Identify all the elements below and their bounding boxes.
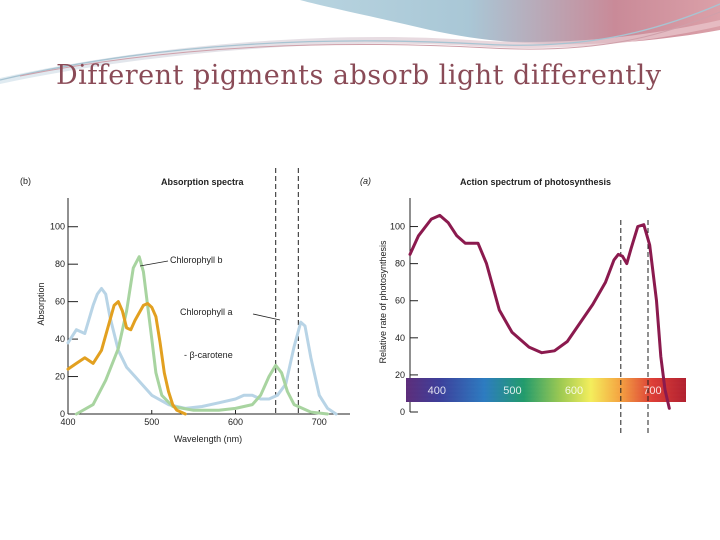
x-tick-label-400: 400 <box>60 417 75 427</box>
y-tick-label-40: 40 <box>395 333 405 343</box>
y-tick-label-100: 100 <box>50 222 65 232</box>
y-tick-label-20: 20 <box>55 372 65 382</box>
label-chlorophyll-b: Chlorophyll b <box>170 255 223 265</box>
series-line-action-spectrum <box>408 213 671 410</box>
x-tick-label-500: 500 <box>144 417 159 427</box>
y-tick-label-0: 0 <box>60 409 65 419</box>
y-tick-label-60: 60 <box>395 296 405 306</box>
chart-title: Absorption spectra <box>161 177 245 187</box>
y-axis-label: Absorption <box>36 282 46 325</box>
panel-label: (a) <box>360 176 371 186</box>
header-decoration <box>0 0 720 84</box>
chart-title: Action spectrum of photosynthesis <box>460 177 611 187</box>
y-tick-label-80: 80 <box>55 259 65 269</box>
y-tick-label-0: 0 <box>400 407 405 417</box>
y-tick-label-60: 60 <box>55 297 65 307</box>
header-line-1 <box>0 3 720 81</box>
action-spectrum-chart: (a) Action spectrum of photosynthesis Rela… <box>360 176 686 434</box>
slide-title: Different pigments absorb light differen… <box>56 60 662 91</box>
series-line-carotene <box>66 300 187 416</box>
spectrum-label-500: 500 <box>503 385 521 397</box>
x-tick-label-600: 600 <box>228 417 243 427</box>
chl-b-leader <box>139 260 169 267</box>
absorption-spectra-panel: (b) Absorption spectra Absorption Wavelengt… <box>18 168 350 444</box>
series-line-chlorophyll-a <box>66 287 338 416</box>
x-axis-label: Wavelength (nm) <box>174 434 242 444</box>
visible-spectrum-band <box>406 378 686 402</box>
y-tick-label-100: 100 <box>390 222 405 232</box>
spectrum-label-700: 700 <box>643 385 661 397</box>
header-line-2 <box>19 11 720 77</box>
header-swoosh-main <box>300 0 720 45</box>
label-beta-carotene: - β-carotene <box>184 350 233 360</box>
label-chlorophyll-a: Chlorophyll a <box>180 307 233 317</box>
spectrum-label-600: 600 <box>565 385 583 397</box>
absorption-spectra-chart: (b) Absorption spectra Absorption Wavelengt… <box>20 168 350 444</box>
action-spectrum-panel: (a) Action spectrum of photosynthesis Rela… <box>360 168 688 436</box>
y-tick-label-80: 80 <box>395 259 405 269</box>
panel-label: (b) <box>20 176 31 186</box>
y-tick-label-40: 40 <box>55 334 65 344</box>
chl-a-leader <box>252 313 281 321</box>
x-tick-label-700: 700 <box>312 417 327 427</box>
y-tick-label-20: 20 <box>395 370 405 380</box>
spectrum-label-400: 400 <box>428 385 446 397</box>
y-axis-label: Relative rate of photosynthesis <box>378 240 388 364</box>
